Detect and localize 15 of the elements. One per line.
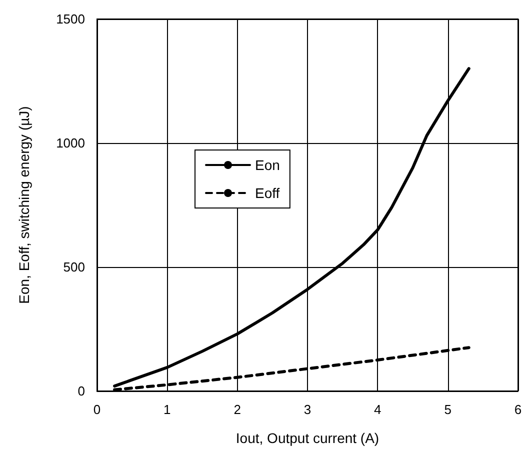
y-axis-title: Eon, Eoff, switching energy (µJ): [16, 106, 32, 304]
y-tick-label: 1500: [56, 12, 85, 26]
y-tick-label: 0: [78, 384, 85, 398]
x-tick-label: 5: [444, 402, 452, 417]
y-tick-label: 1000: [56, 136, 85, 150]
x-tick-label: 4: [374, 402, 382, 417]
y-tick-label: 500: [63, 260, 85, 274]
legend-label: Eoff: [255, 185, 280, 201]
x-axis-title: Iout, Output current (A): [236, 430, 380, 446]
x-tick-label: 2: [234, 402, 241, 417]
legend-label: Eon: [255, 157, 280, 173]
x-tick-label: 6: [514, 402, 522, 417]
x-tick-label: 0: [93, 402, 101, 417]
x-tick-label: 3: [304, 402, 312, 417]
x-tick-label: 1: [164, 402, 171, 417]
